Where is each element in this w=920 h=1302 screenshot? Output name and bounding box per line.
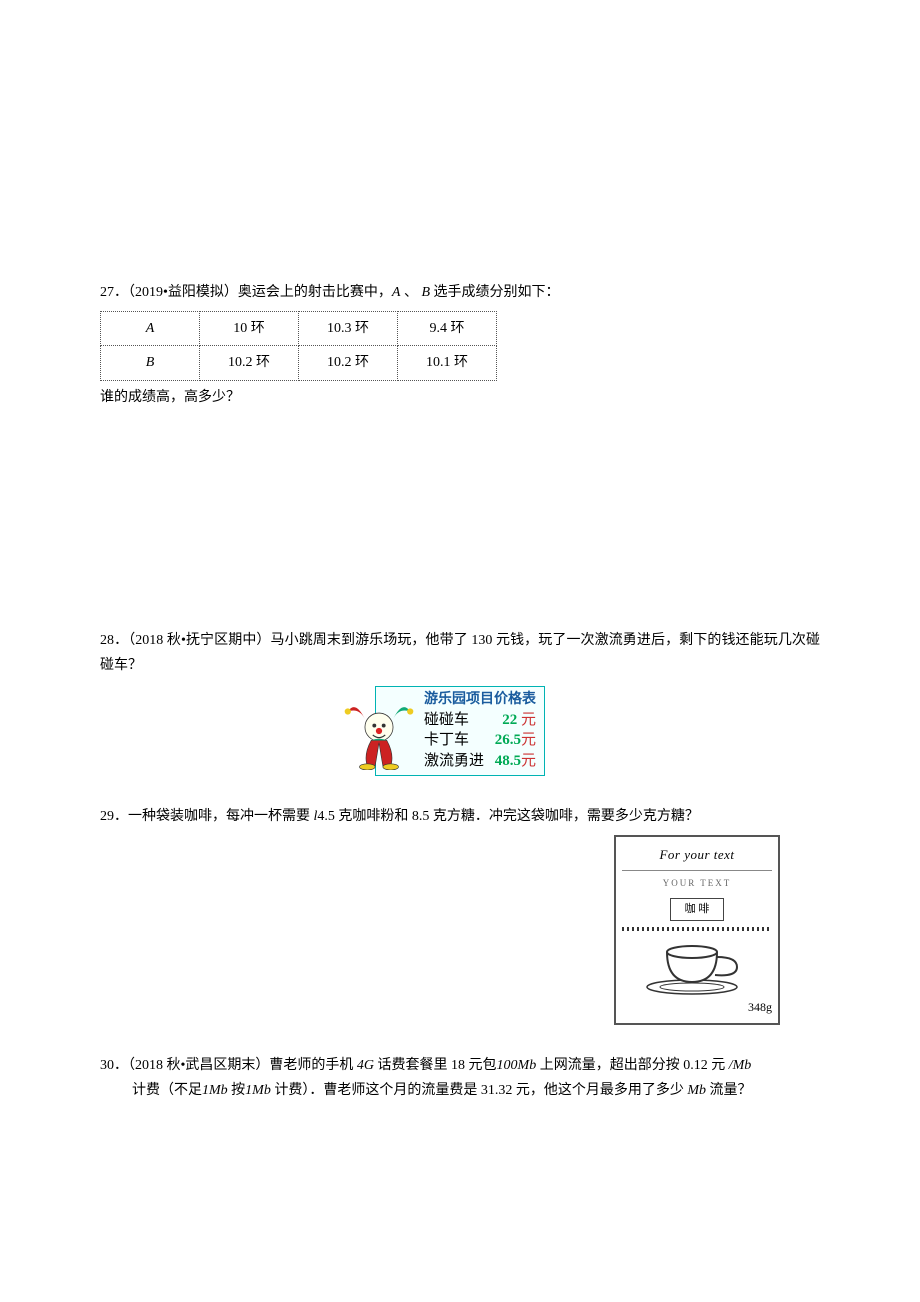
price-name-2: 激流勇进	[424, 751, 484, 771]
coffee-wrap: For your text YOUR TEXT 咖 啡 348g	[100, 835, 780, 1025]
price-row: 卡丁车 26.5元	[424, 730, 536, 750]
row-a-c2: 10.3 环	[299, 312, 398, 346]
price-unit-0: 元	[521, 712, 536, 728]
row-a-c1: 10 环	[200, 312, 299, 346]
price-row: 碰碰车 22 元	[424, 710, 536, 730]
q28-number: 28．	[100, 633, 128, 648]
cup-icon	[642, 937, 752, 997]
row-b-c3: 10.1 环	[398, 346, 497, 380]
problem-28-text: 28．（2018 秋•抚宁区期中）马小跳周末到游乐场玩，他带了 130 元钱，玩…	[100, 628, 820, 678]
q29-a: 一种袋装咖啡，每冲一杯需要	[128, 809, 314, 824]
coffee-cursive: For your text	[622, 843, 772, 871]
row-b-c1: 10.2 环	[200, 346, 299, 380]
price-unit-1: 元	[521, 732, 536, 748]
price-unit-2: 元	[521, 753, 536, 769]
price-val-0: 22	[502, 712, 517, 728]
score-table: A 10 环 10.3 环 9.4 环 B 10.2 环 10.2 环 10.1…	[100, 311, 497, 380]
q30-number: 30．	[100, 1058, 128, 1073]
q30-1mb-b: 1Mb	[245, 1083, 271, 1098]
table-row: B 10.2 环 10.2 环 10.1 环	[101, 346, 497, 380]
coffee-sub: YOUR TEXT	[622, 875, 772, 891]
row-a-head: A	[101, 312, 200, 346]
price-box: 游乐园项目价格表 碰碰车 22 元 卡丁车 26.5元 激流勇进 48.5元	[375, 686, 545, 776]
coffee-deco	[622, 927, 772, 931]
q27-after: 选手成绩分别如下：	[430, 285, 560, 300]
row-b-c2: 10.2 环	[299, 346, 398, 380]
table-row: A 10 环 10.3 环 9.4 环	[101, 312, 497, 346]
clown-icon	[340, 692, 418, 770]
q30-mb-last: Mb	[687, 1083, 706, 1098]
problem-29-text: 29．一种袋装咖啡，每冲一杯需要 l4.5 克咖啡粉和 8.5 克方糖．冲完这袋…	[100, 804, 820, 829]
q27-follow: 谁的成绩高，高多少？	[100, 385, 820, 410]
q30-d: 计费（不足	[132, 1083, 202, 1098]
coffee-weight: 348g	[622, 997, 772, 1019]
q29-number: 29．	[100, 809, 128, 824]
q27-number: 27．	[100, 285, 128, 300]
q27-b: B	[421, 285, 430, 300]
coffee-box: For your text YOUR TEXT 咖 啡 348g	[614, 835, 780, 1025]
price-row: 激流勇进 48.5元	[424, 751, 536, 771]
q29-b: 4.5 克咖啡粉和 8.5 克方糖．冲完这袋咖啡，需要多少克方糖？	[317, 809, 699, 824]
q30-1mb-a: 1Mb	[202, 1083, 228, 1098]
problem-27-text: 27．（2019•益阳模拟）奥运会上的射击比赛中，A 、 B 选手成绩分别如下：	[100, 280, 820, 305]
price-val-2: 48.5	[495, 753, 521, 769]
price-list: 游乐园项目价格表 碰碰车 22 元 卡丁车 26.5元 激流勇进 48.5元	[424, 691, 536, 771]
q30-g: 流量？	[706, 1083, 752, 1098]
q27-source: （2019•益阳模拟）	[128, 285, 238, 300]
problem-29: 29．一种袋装咖啡，每冲一杯需要 l4.5 克咖啡粉和 8.5 克方糖．冲完这袋…	[100, 804, 820, 1025]
q30-4g: 4G	[357, 1058, 374, 1073]
problem-30-line2: 计费（不足1Mb 按1Mb 计费）．曹老师这个月的流量费是 31.32 元，他这…	[100, 1078, 820, 1103]
price-val-1: 26.5	[495, 732, 521, 748]
q30-e: 按	[228, 1083, 246, 1098]
q30-b: 话费套餐里 18 元包	[374, 1058, 497, 1073]
q30-f: 计费）．曹老师这个月的流量费是 31.32 元，他这个月最多用了多少	[271, 1083, 688, 1098]
q28-source: （2018 秋•抚宁区期中）	[128, 633, 270, 648]
q27-mid: 、	[400, 285, 421, 300]
q30-permb: /Mb	[729, 1058, 752, 1073]
price-name-1: 卡丁车	[424, 730, 469, 750]
row-b-head: B	[101, 346, 200, 380]
problem-28: 28．（2018 秋•抚宁区期中）马小跳周末到游乐场玩，他带了 130 元钱，玩…	[100, 628, 820, 776]
row-a-c3: 9.4 环	[398, 312, 497, 346]
spacer	[100, 438, 820, 628]
problem-27: 27．（2019•益阳模拟）奥运会上的射击比赛中，A 、 B 选手成绩分别如下：…	[100, 280, 820, 410]
coffee-tag: 咖 啡	[670, 898, 725, 922]
price-box-wrap: 游乐园项目价格表 碰碰车 22 元 卡丁车 26.5元 激流勇进 48.5元	[100, 686, 820, 776]
problem-30-text: 30．（2018 秋•武昌区期末）曹老师的手机 4G 话费套餐里 18 元包10…	[100, 1053, 820, 1078]
price-title: 游乐园项目价格表	[424, 691, 536, 710]
q30-a: 曹老师的手机	[269, 1058, 357, 1073]
q30-source: （2018 秋•武昌区期末）	[128, 1058, 269, 1073]
q30-c: 上网流量，超出部分按 0.12 元	[536, 1058, 729, 1073]
problem-30: 30．（2018 秋•武昌区期末）曹老师的手机 4G 话费套餐里 18 元包10…	[100, 1053, 820, 1103]
q30-100mb: 100Mb	[497, 1058, 537, 1073]
price-name-0: 碰碰车	[424, 710, 469, 730]
q27-before: 奥运会上的射击比赛中，	[238, 285, 392, 300]
